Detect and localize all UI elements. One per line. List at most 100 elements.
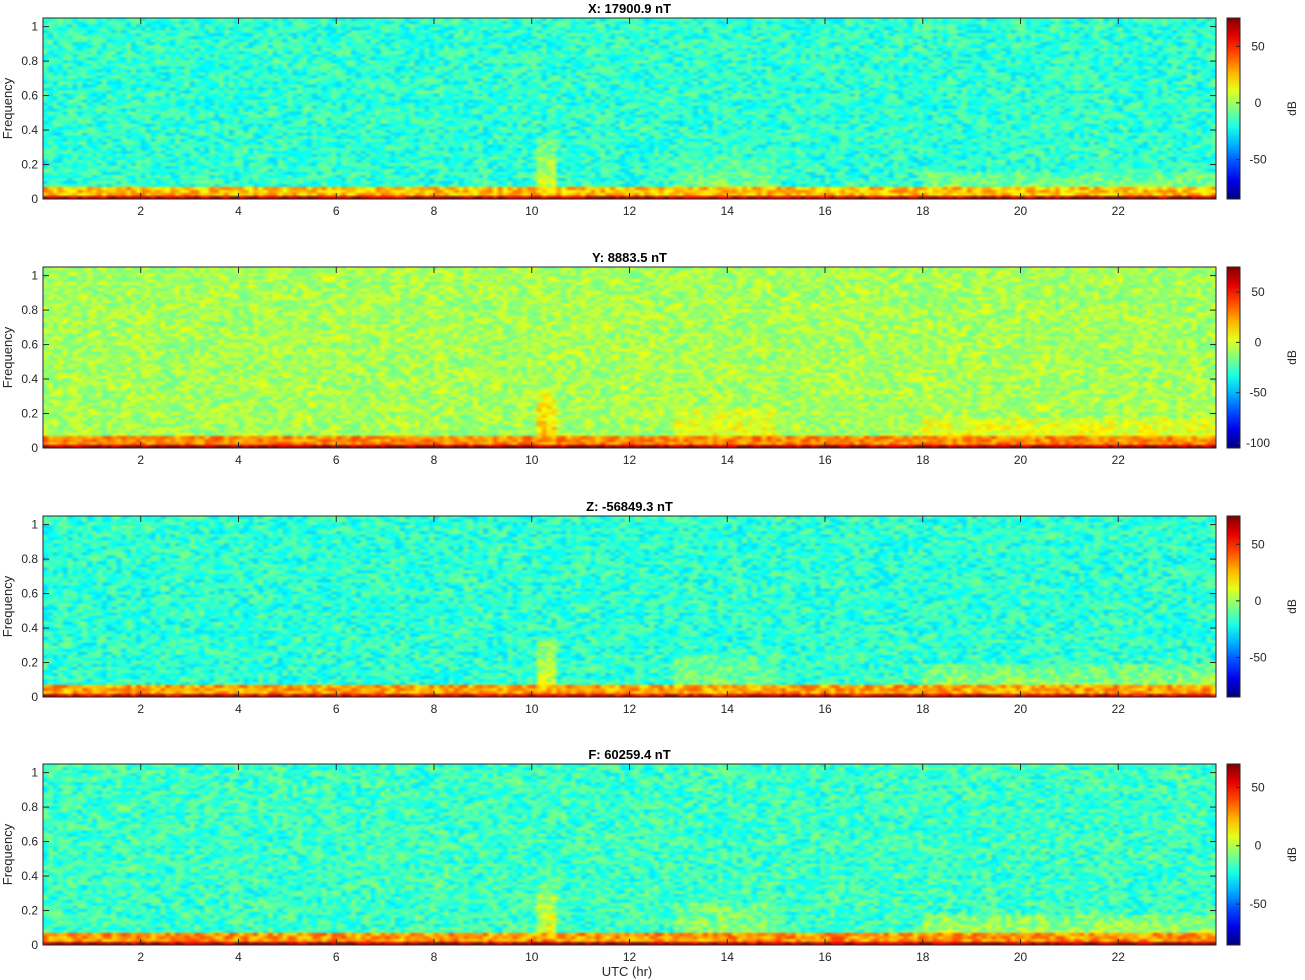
colorbar-tick-label: -100 [1246, 436, 1270, 450]
colorbar-tick-label: 50 [1251, 537, 1265, 551]
x-tick-label: 12 [623, 204, 637, 218]
spectrogram-image [43, 267, 1216, 448]
y-tick-label: 0 [31, 192, 38, 206]
x-tick-label: 18 [916, 204, 930, 218]
x-tick-label: 14 [721, 950, 735, 964]
colorbar-tick-label: 0 [1255, 594, 1262, 608]
x-tick-label: 8 [431, 950, 438, 964]
y-tick-label: 0.6 [21, 89, 38, 103]
colorbar-label: dB [1285, 599, 1299, 614]
x-tick-label: 4 [235, 702, 242, 716]
x-tick-label: 6 [333, 950, 340, 964]
spectrogram-panel-3: F: 60259.4 nT2 4 6 8 10 12 14 16 18 20 2200.20.40.… [0, 747, 1299, 964]
spectrogram-image [43, 764, 1216, 945]
x-tick-label: 10 [525, 204, 539, 218]
x-tick-label: 2 [137, 950, 144, 964]
y-tick-label: 0.4 [21, 372, 38, 386]
y-tick-label: 1 [31, 20, 38, 34]
colorbar [1226, 763, 1241, 946]
colorbar-tick-label: 0 [1255, 96, 1262, 110]
panel-title: F: 60259.4 nT [588, 747, 670, 762]
x-tick-label: 2 [137, 453, 144, 467]
colorbar [1226, 17, 1241, 200]
colorbar-tick-label: -50 [1249, 650, 1267, 664]
colorbar-tick-label: -50 [1249, 897, 1267, 911]
x-tick-label: 14 [721, 702, 735, 716]
y-axis-label: Frequency [0, 823, 15, 885]
x-tick-label: 6 [333, 453, 340, 467]
y-tick-label: 0.2 [21, 407, 38, 421]
colorbar-tick-label: -50 [1249, 152, 1267, 166]
x-tick-label: 22 [1112, 950, 1126, 964]
x-tick-label: 6 [333, 702, 340, 716]
y-tick-label: 1 [31, 518, 38, 532]
y-tick-label: 0.8 [21, 552, 38, 566]
x-tick-label: 16 [818, 453, 832, 467]
y-tick-label: 0.4 [21, 123, 38, 137]
spectrogram-panel-1: Y: 8883.5 nT2 4 6 8 10 12 14 16 18 20 2200.20.40.6… [0, 250, 1299, 467]
x-tick-label: 22 [1112, 702, 1126, 716]
colorbar-label: dB [1285, 847, 1299, 862]
x-tick-label: 12 [623, 453, 637, 467]
colorbar-tick-label: 50 [1251, 780, 1265, 794]
y-axis-label: Frequency [0, 575, 15, 637]
y-tick-label: 0.6 [21, 338, 38, 352]
y-tick-label: 0.8 [21, 800, 38, 814]
x-tick-label: 6 [333, 204, 340, 218]
x-tick-label: 16 [818, 702, 832, 716]
y-tick-label: 1 [31, 766, 38, 780]
x-tick-label: 16 [818, 950, 832, 964]
x-tick-label: 14 [721, 453, 735, 467]
spectrogram-image [43, 18, 1216, 199]
x-tick-label: 12 [623, 950, 637, 964]
colorbar-tick-label: 0 [1255, 839, 1262, 853]
panel-title: Y: 8883.5 nT [592, 250, 667, 265]
y-axis-label: Frequency [0, 77, 15, 139]
y-tick-label: 0.6 [21, 587, 38, 601]
x-tick-label: 22 [1112, 204, 1126, 218]
y-tick-label: 0.8 [21, 54, 38, 68]
x-tick-label: 18 [916, 950, 930, 964]
x-tick-label: 10 [525, 702, 539, 716]
colorbar [1226, 266, 1241, 449]
x-tick-label: 22 [1112, 453, 1126, 467]
y-tick-label: 0.4 [21, 621, 38, 635]
x-tick-label: 4 [235, 204, 242, 218]
colorbar-tick-label: 50 [1251, 285, 1265, 299]
colorbar-tick-label: 50 [1251, 39, 1265, 53]
spectrogram-image [43, 516, 1216, 697]
colorbar-label: dB [1285, 101, 1299, 116]
y-tick-label: 0 [31, 441, 38, 455]
x-tick-label: 18 [916, 702, 930, 716]
y-tick-label: 0.2 [21, 158, 38, 172]
x-tick-label: 20 [1014, 204, 1028, 218]
x-tick-label: 16 [818, 204, 832, 218]
x-tick-label: 8 [431, 702, 438, 716]
y-tick-label: 0.6 [21, 835, 38, 849]
colorbar-label: dB [1285, 350, 1299, 365]
y-tick-label: 0.2 [21, 904, 38, 918]
panel-title: X: 17900.9 nT [588, 1, 671, 16]
x-axis-label: UTC (hr) [602, 964, 653, 979]
x-tick-label: 12 [623, 702, 637, 716]
x-tick-label: 18 [916, 453, 930, 467]
x-tick-label: 20 [1014, 453, 1028, 467]
x-tick-label: 8 [431, 204, 438, 218]
x-tick-label: 10 [525, 950, 539, 964]
y-axis-label: Frequency [0, 326, 15, 388]
spectrogram-panel-0: X: 17900.9 nT2 4 6 8 10 12 14 16 18 20 2200.20.40.… [0, 1, 1299, 218]
x-tick-label: 20 [1014, 950, 1028, 964]
x-tick-label: 10 [525, 453, 539, 467]
colorbar-tick-label: -50 [1249, 386, 1267, 400]
x-tick-label: 14 [721, 204, 735, 218]
y-tick-label: 0.2 [21, 656, 38, 670]
y-tick-label: 0 [31, 938, 38, 952]
y-tick-label: 0.4 [21, 869, 38, 883]
x-tick-label: 4 [235, 453, 242, 467]
colorbar-tick-label: 0 [1255, 335, 1262, 349]
x-tick-label: 2 [137, 702, 144, 716]
y-tick-label: 1 [31, 269, 38, 283]
x-tick-label: 4 [235, 950, 242, 964]
x-tick-label: 8 [431, 453, 438, 467]
